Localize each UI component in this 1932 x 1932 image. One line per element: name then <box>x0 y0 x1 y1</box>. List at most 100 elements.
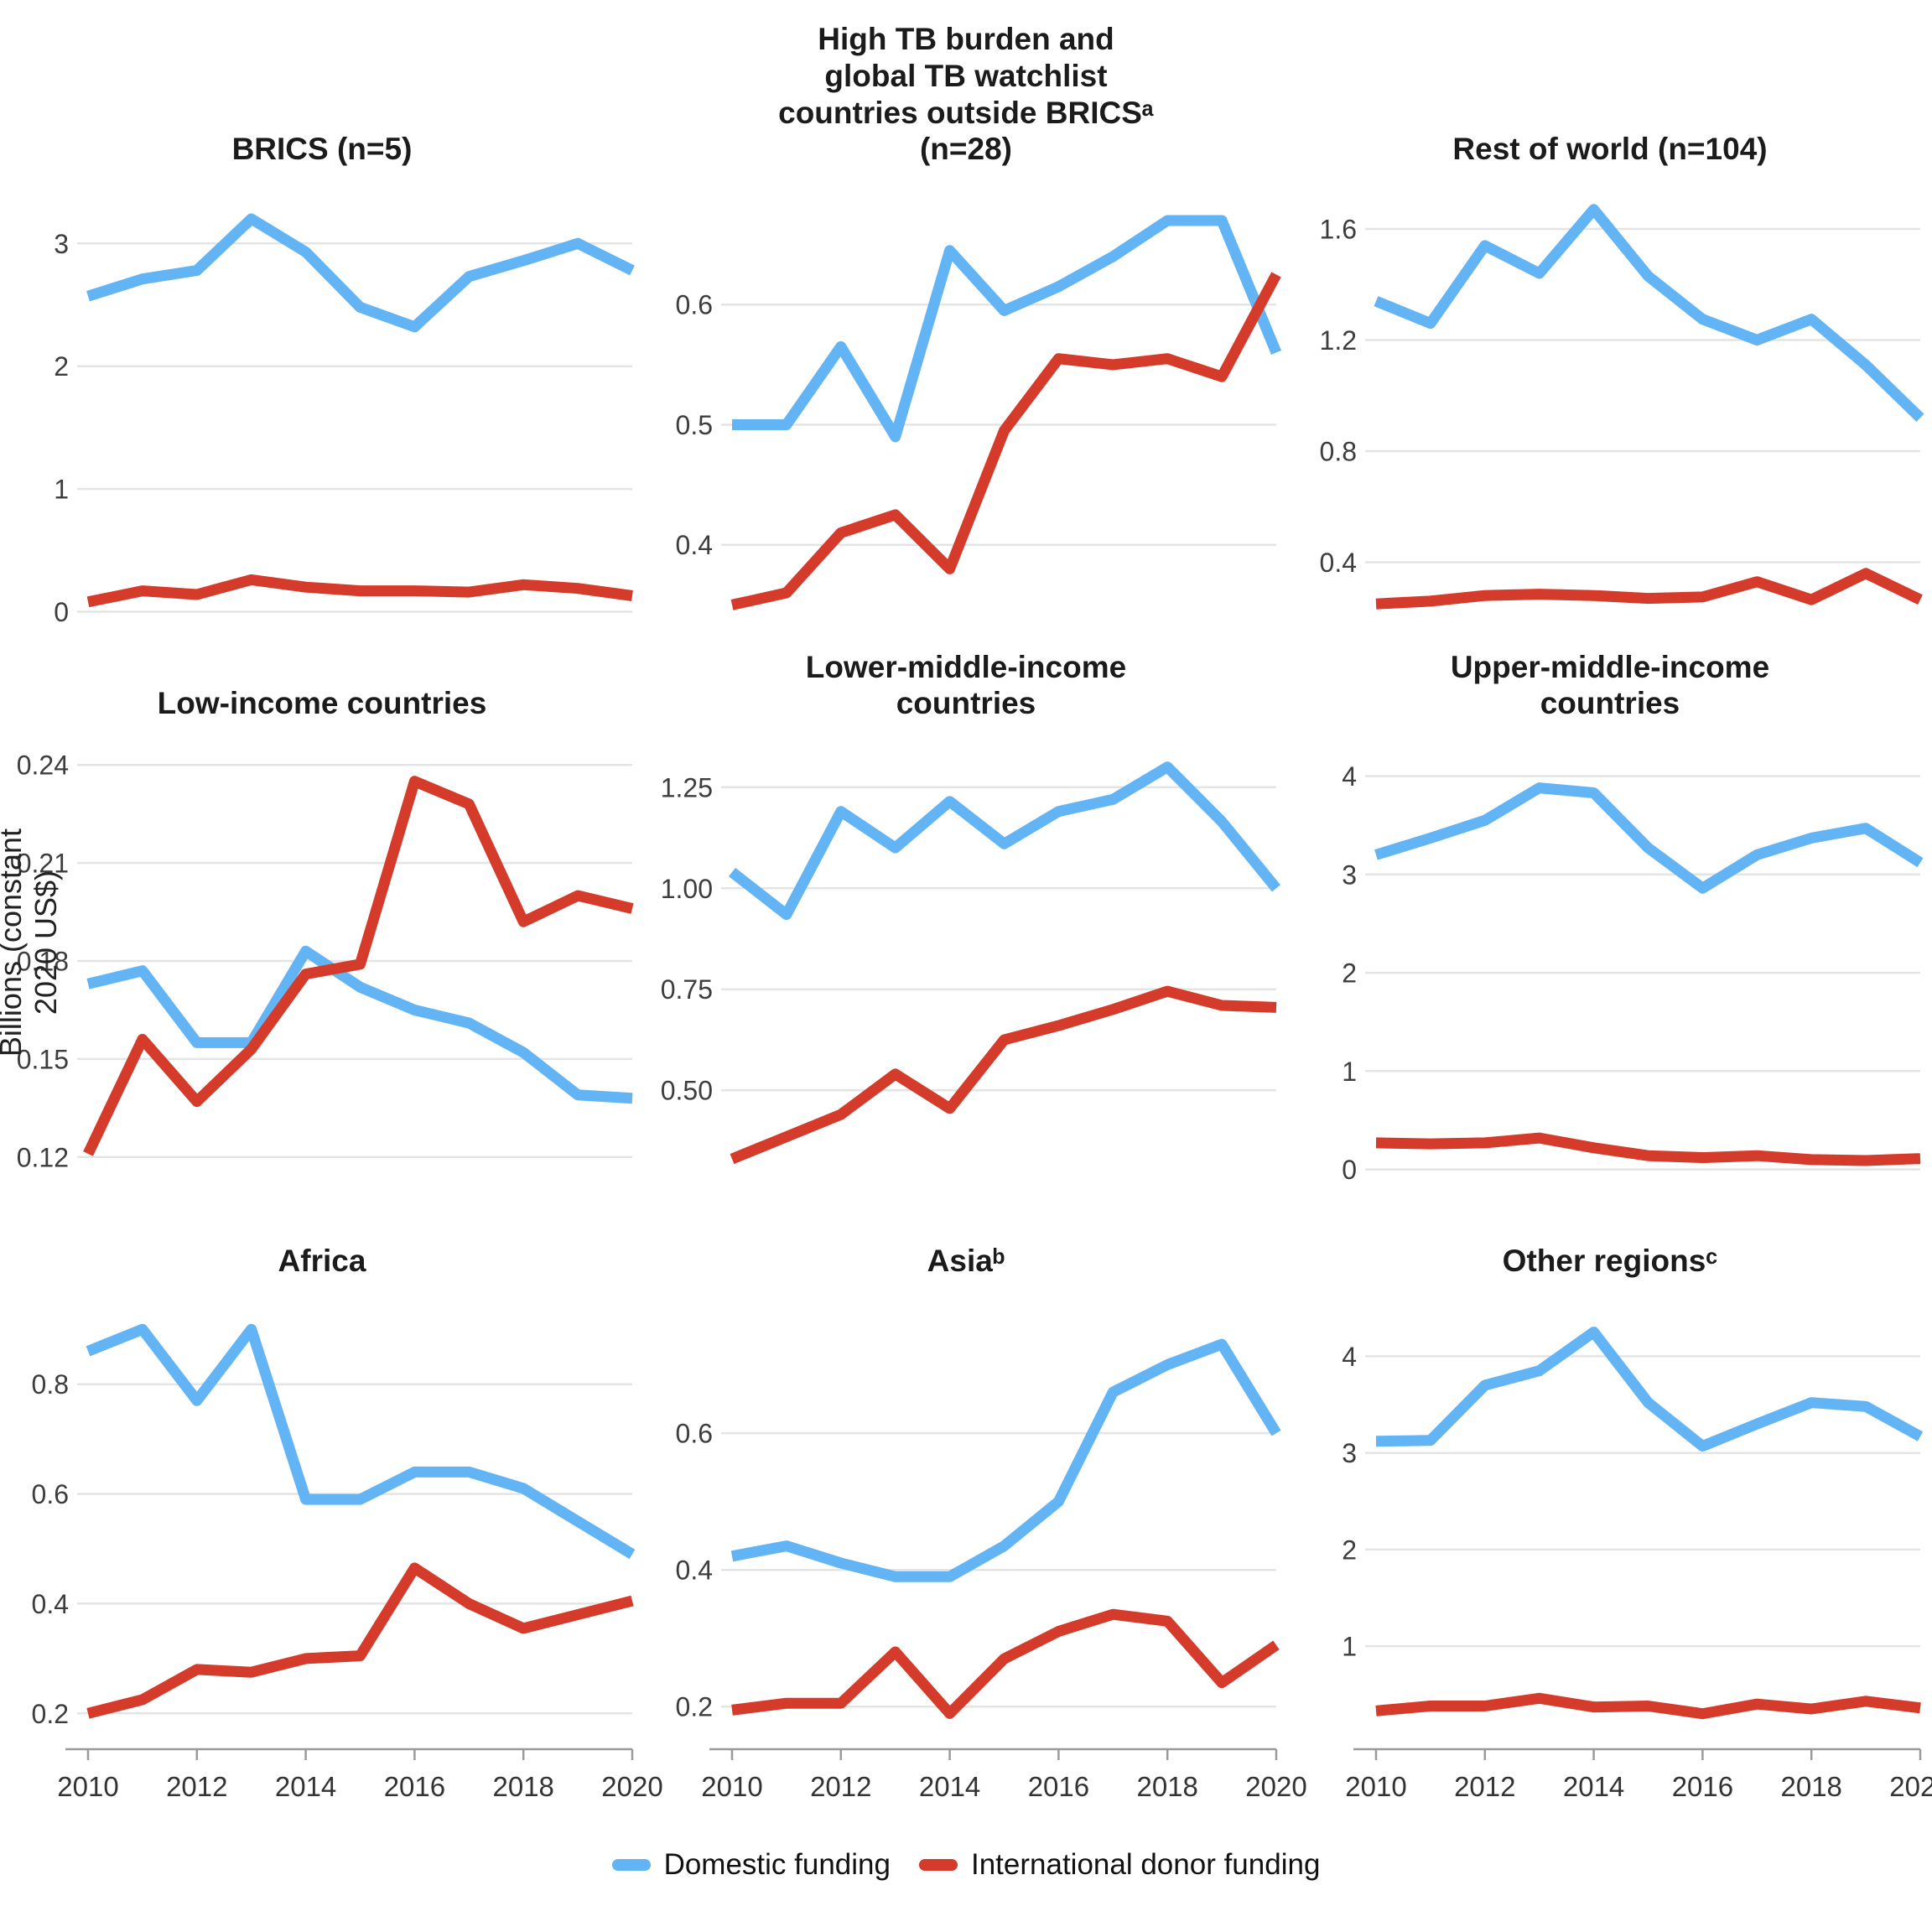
international-donor-funding-line <box>1375 1132 1921 1166</box>
x-tick-label: 2010 <box>1345 1771 1406 1802</box>
y-tick-label: 3 <box>1342 860 1357 890</box>
y-tick-label: 2 <box>54 351 69 382</box>
domestic-funding-line <box>1375 1327 1924 1452</box>
domestic-funding-line <box>1374 204 1924 422</box>
y-tick-label: 0.6 <box>676 1419 713 1449</box>
international-donor-funding-line <box>86 1562 634 1719</box>
domestic-funding-line <box>729 761 1281 921</box>
y-tick-label: 0.4 <box>676 1555 713 1586</box>
x-tick-label: 2018 <box>492 1771 553 1802</box>
domestic-funding-line <box>1374 782 1924 894</box>
x-tick-label: 2016 <box>1028 1771 1089 1802</box>
y-tick-label: 1.2 <box>1320 325 1357 356</box>
x-tick-label: 2020 <box>601 1771 662 1802</box>
chart-plot-brics: 0 1 2 3 <box>54 213 635 627</box>
y-tick-label: 3 <box>1342 1438 1357 1468</box>
chart-plot-low-income: 0.12 0.15 0.18 0.21 0.24 <box>17 750 634 1172</box>
y-tick-label: 1.6 <box>1320 215 1357 245</box>
international-donor-funding-line <box>731 1608 1280 1719</box>
chart-panel-asia: Asiaᵇ 0.2 0.4 0.6 2010 2012 2014 2016 2018 2020 <box>644 1189 1307 1826</box>
chart-plot-high-tb-burden: 0.4 0.5 0.6 <box>676 215 1282 610</box>
domestic-funding-line <box>86 1323 636 1560</box>
x-tick-label: 2012 <box>810 1771 871 1802</box>
y-tick-label: 4 <box>1342 761 1357 792</box>
chart-title-low-income: Low-income countries <box>157 686 487 721</box>
chart-title-upper-middle-income: Upper-middle-income countries <box>1450 649 1770 721</box>
legend: Domestic funding International donor fun… <box>0 1848 1932 1882</box>
y-tick-label: 0.50 <box>661 1076 713 1106</box>
domestic-funding-line <box>86 945 633 1104</box>
y-tick-label: 0.18 <box>17 947 69 977</box>
chart-panel-lower-middle-income: Lower-middle-income countries 0.50 0.75 1.… <box>644 635 1288 1189</box>
chart-plot-other-regions: 1 2 3 4 2010 2012 2014 2016 2018 2020 <box>1342 1327 1932 1802</box>
y-tick-label: 0.24 <box>17 750 69 781</box>
chart-plot-upper-middle-income: 0 1 2 3 4 <box>1342 761 1924 1185</box>
international-donor-funding-line <box>730 985 1277 1165</box>
domestic-funding-swatch-icon <box>611 1859 651 1871</box>
chart-plot-asia: 0.2 0.4 0.6 2010 2012 2014 2016 2018 2020 <box>676 1338 1307 1802</box>
x-tick-label: 2018 <box>1136 1771 1197 1802</box>
legend-label-domestic: Domestic funding <box>663 1848 891 1881</box>
x-tick-label: 2016 <box>384 1771 445 1802</box>
x-tick-label: 2020 <box>1889 1771 1932 1802</box>
y-tick-label: 0.21 <box>17 849 69 879</box>
y-tick-label: 0.4 <box>1320 548 1357 578</box>
y-tick-label: 0.4 <box>32 1589 69 1619</box>
y-tick-label: 0.8 <box>32 1369 69 1400</box>
chart-grid: BRICS (n=5) 0 1 2 3 High TB burden and glob… <box>0 22 1932 1826</box>
y-tick-label: 0.8 <box>1320 437 1357 467</box>
x-tick-label: 2014 <box>919 1771 980 1802</box>
chart-title-high-tb-burden: High TB burden and global TB watchlist c… <box>778 22 1154 167</box>
y-tick-label: 1.25 <box>661 772 713 802</box>
chart-plot-lower-middle-income: 0.50 0.75 1.00 1.25 <box>661 761 1281 1165</box>
x-tick-label: 2012 <box>1454 1771 1515 1802</box>
x-tick-label: 2010 <box>701 1771 762 1802</box>
y-tick-label: 0.2 <box>676 1692 713 1722</box>
x-tick-label: 2012 <box>166 1771 227 1802</box>
y-tick-label: 0.2 <box>32 1699 69 1729</box>
y-tick-label: 0 <box>54 597 69 627</box>
legend-label-donor: International donor funding <box>970 1848 1321 1881</box>
y-tick-label: 0.4 <box>676 530 713 560</box>
domestic-funding-line <box>732 215 1282 443</box>
legend-item-donor: International donor funding <box>918 1848 1321 1882</box>
chart-plot-africa: 0.2 0.4 0.6 0.8 2010 2012 2014 2016 2018 2020 <box>32 1323 663 1802</box>
domestic-funding-line <box>730 1338 1281 1582</box>
y-tick-label: 1 <box>1342 1632 1357 1662</box>
chart-title-rest-of-world: Rest of world (n=104) <box>1452 132 1768 167</box>
international-donor-funding-line <box>83 776 634 1156</box>
x-tick-label: 2020 <box>1245 1771 1306 1802</box>
chart-title-africa: Africa <box>278 1244 366 1279</box>
chart-title-brics: BRICS (n=5) <box>231 132 413 167</box>
y-tick-label: 2 <box>1342 958 1357 989</box>
chart-panel-brics: BRICS (n=5) 0 1 2 3 <box>0 29 644 635</box>
international-donor-funding-line <box>86 574 633 608</box>
legend-item-domestic: Domestic funding <box>611 1848 891 1882</box>
y-tick-label: 2 <box>1342 1535 1357 1565</box>
y-axis-label: Billions (constant 2020 US$) <box>0 828 63 1057</box>
donor-funding-swatch-icon <box>918 1859 958 1871</box>
chart-title-asia: Asiaᵇ <box>927 1244 1005 1279</box>
chart-panel-rest-of-world: Rest of world (n=104) 0.4 0.8 1.2 1.6 <box>1288 29 1932 635</box>
y-tick-label: 0.6 <box>32 1479 69 1509</box>
y-tick-label: 4 <box>1342 1342 1357 1372</box>
chart-panel-other-regions: Other regionsᶜ 1 2 3 4 2010 2012 2014 2016 2018 2… <box>1288 1189 1932 1826</box>
y-tick-label: 1.00 <box>661 874 713 904</box>
international-donor-funding-line <box>1375 1692 1921 1720</box>
y-tick-label: 3 <box>54 229 69 259</box>
y-tick-label: 0.6 <box>676 290 713 320</box>
chart-panel-high-tb-burden: High TB burden and global TB watchlist c… <box>644 22 1288 635</box>
x-tick-label: 2014 <box>1563 1771 1624 1802</box>
chart-plot-rest-of-world: 0.4 0.8 1.2 1.6 <box>1320 204 1924 610</box>
y-tick-label: 0.12 <box>17 1142 69 1172</box>
x-tick-label: 2010 <box>57 1771 118 1802</box>
chart-panel-upper-middle-income: Upper-middle-income countries 0 1 2 3 4 <box>1288 635 1932 1189</box>
y-tick-label: 1 <box>1342 1057 1357 1087</box>
y-tick-label: 0.75 <box>661 974 713 1005</box>
y-tick-label: 0.15 <box>17 1044 69 1074</box>
chart-panel-africa: Africa 0.2 0.4 0.6 0.8 2010 2012 2014 2016 2018 2… <box>0 1189 663 1826</box>
international-donor-funding-line <box>1375 568 1923 610</box>
y-tick-label: 0.5 <box>676 410 713 440</box>
x-tick-label: 2018 <box>1780 1771 1841 1802</box>
